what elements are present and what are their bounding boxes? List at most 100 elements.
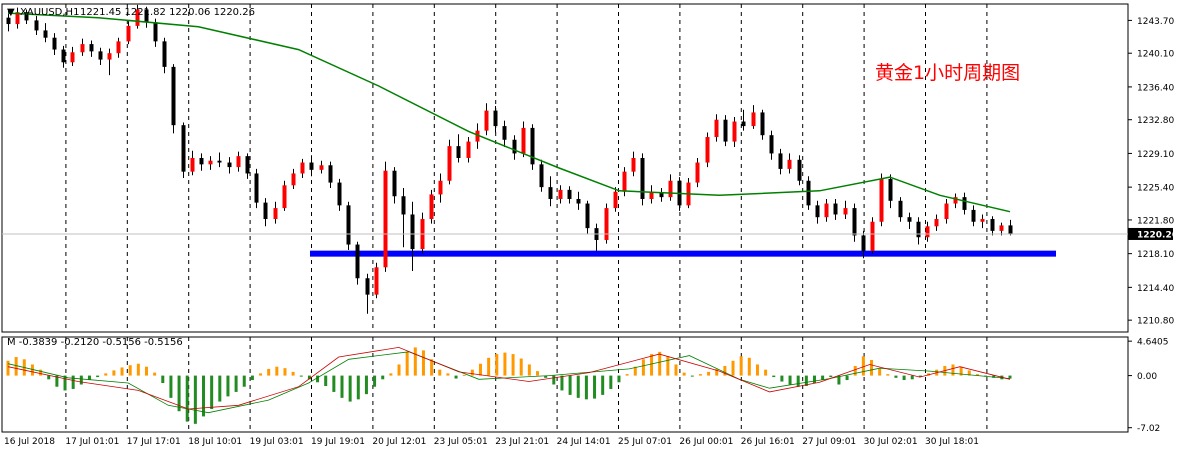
candle-body-down	[365, 278, 370, 295]
macd-bar-positive	[527, 364, 531, 376]
candle-body-down	[760, 112, 765, 136]
x-tick-label: 17 Jul 01:01	[65, 437, 119, 447]
candle-body-down	[171, 66, 176, 126]
macd-bar-positive	[470, 369, 474, 376]
candle-body-down	[89, 44, 94, 52]
candle-body-down	[723, 119, 728, 142]
candle	[438, 173, 443, 203]
macd-bar-negative	[96, 375, 100, 378]
candle-body-up	[438, 180, 443, 195]
chart-annotation: 黄金1小时周期图	[875, 62, 1020, 84]
macd-bar-negative	[617, 375, 621, 383]
candle-body-down	[34, 20, 39, 31]
indicator-plot-border	[1, 336, 1129, 433]
candle	[751, 105, 756, 129]
candle-body-up	[705, 137, 710, 163]
macd-bar-negative	[161, 375, 165, 384]
candle-body-up	[236, 156, 241, 168]
macd-bar-positive	[951, 364, 955, 376]
candle	[971, 205, 976, 227]
candle	[181, 122, 186, 179]
candle	[429, 189, 434, 224]
macd-bar-negative	[812, 375, 816, 384]
macd-bar-negative	[796, 375, 800, 387]
candle	[852, 203, 857, 242]
candle	[613, 187, 618, 212]
candle	[806, 176, 811, 210]
macd-bar-negative	[918, 375, 922, 378]
candle-body-down	[1008, 225, 1013, 234]
macd-bar-negative	[821, 375, 825, 381]
candle	[135, 4, 140, 29]
candle	[953, 193, 958, 209]
y-tick-label: 1236.40	[1137, 83, 1174, 93]
macd-bar-negative	[307, 375, 311, 380]
macd-bar-positive	[112, 370, 116, 376]
macd-bar-positive	[723, 365, 727, 376]
candle	[604, 203, 609, 244]
macd-bar-negative	[560, 375, 564, 391]
y-tick-label: 1225.40	[1137, 184, 1174, 194]
x-tick-label: 24 Jul 14:01	[557, 437, 611, 447]
candle-body-down	[797, 159, 802, 181]
macd-bar-positive	[764, 369, 768, 376]
candle	[548, 176, 553, 207]
macd-bar-negative	[177, 375, 181, 412]
collapse-triangle-icon[interactable]: ▼	[7, 7, 15, 18]
candle	[365, 273, 370, 314]
macd-bar-positive	[259, 373, 263, 376]
macd-bar-negative	[185, 375, 189, 422]
candle-body-down	[769, 135, 774, 154]
macd-bar-positive	[853, 365, 857, 376]
candle	[475, 123, 480, 149]
candle-body-up	[521, 127, 526, 154]
candle-body-down	[355, 244, 360, 279]
macd-bar-negative	[340, 375, 344, 398]
main-plot-border	[1, 3, 1129, 333]
candle-body-down	[493, 110, 498, 127]
candle-body-up	[953, 197, 958, 204]
ohlc-header: 1221.45 1221.82 1220.06 1220.26	[80, 7, 255, 18]
candle-body-down	[815, 205, 820, 218]
candle-body-up	[374, 267, 379, 295]
candle-body-down	[530, 127, 535, 165]
candle	[502, 120, 507, 148]
macd-bar-negative	[218, 375, 222, 402]
candle	[944, 198, 949, 224]
macd-bar-negative	[87, 375, 91, 381]
candle-body-down	[567, 189, 572, 199]
candle	[52, 33, 57, 56]
macd-bar-positive	[503, 352, 507, 376]
candle-body-down	[245, 156, 250, 174]
macd-bar-negative	[593, 375, 597, 399]
macd-bar-positive	[438, 369, 442, 376]
candle	[70, 46, 75, 66]
candle-body-down	[61, 49, 66, 63]
candle	[879, 173, 884, 227]
candle	[236, 151, 241, 172]
candle	[870, 217, 875, 254]
macd-bar-negative	[210, 375, 214, 409]
y-tick-label: 1218.10	[1137, 250, 1174, 260]
candle-body-down	[181, 125, 186, 172]
macd-bar-negative	[837, 375, 841, 385]
candle-body-down	[337, 182, 342, 206]
candle	[43, 23, 48, 43]
candle	[61, 45, 66, 68]
macd-bar-negative	[454, 375, 458, 379]
candle-body-down	[401, 196, 406, 215]
x-tick-label: 20 Jul 12:01	[372, 437, 426, 447]
candle	[990, 216, 995, 236]
macd-bar-positive	[674, 364, 678, 376]
candle-body-up	[999, 225, 1004, 231]
macd-bar-positive	[658, 351, 662, 376]
macd-bar-positive	[30, 364, 34, 376]
candle-body-down	[328, 165, 333, 183]
candle	[824, 198, 829, 222]
candle	[89, 40, 94, 57]
candle-body-up	[429, 194, 434, 220]
candle	[15, 7, 20, 29]
macd-lines	[7, 346, 1011, 414]
macd-bar-negative	[609, 375, 613, 389]
candle	[456, 134, 461, 163]
